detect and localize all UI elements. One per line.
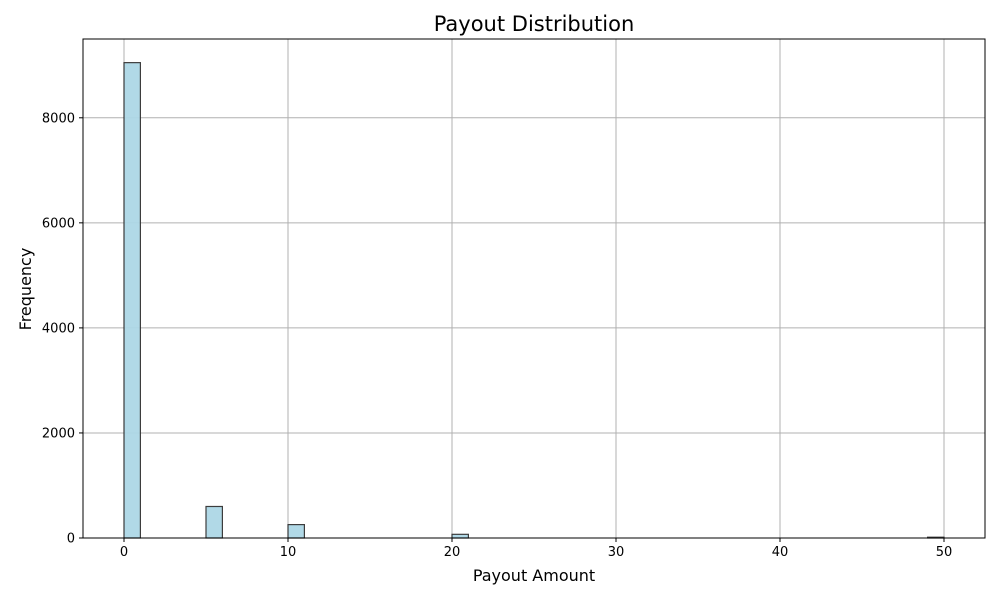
grid-layer	[83, 39, 985, 539]
x-axis-label: Payout Amount	[473, 566, 595, 585]
bars-layer	[123, 62, 945, 539]
ticks-layer: 0 10 20 30 40 50 0 2000 4000 6000 8000	[42, 111, 952, 560]
plot-frame	[82, 38, 986, 539]
histogram-bar	[123, 62, 141, 539]
histogram-bar	[287, 524, 305, 539]
y-tick-label: 4000	[42, 321, 75, 336]
x-tick-label: 20	[444, 545, 461, 560]
chart-title: Payout Distribution	[434, 12, 635, 36]
x-tick-label: 50	[936, 545, 953, 560]
histogram-bar	[451, 533, 469, 539]
y-tick-label: 8000	[42, 111, 75, 126]
x-tick-label: 30	[608, 545, 625, 560]
x-tick-label: 10	[280, 545, 297, 560]
histogram-bar	[205, 505, 223, 539]
y-tick-label: 2000	[42, 426, 75, 441]
x-tick-label: 40	[772, 545, 789, 560]
y-axis-label: Frequency	[16, 248, 35, 331]
y-tick-label: 6000	[42, 216, 75, 231]
axes-layer	[82, 38, 986, 539]
y-tick-label: 0	[67, 532, 75, 547]
x-tick-label: 0	[120, 545, 128, 560]
